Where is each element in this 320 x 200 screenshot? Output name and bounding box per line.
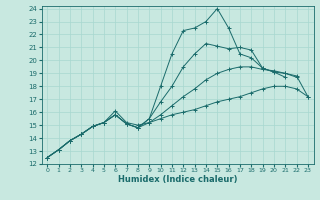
X-axis label: Humidex (Indice chaleur): Humidex (Indice chaleur) [118, 175, 237, 184]
